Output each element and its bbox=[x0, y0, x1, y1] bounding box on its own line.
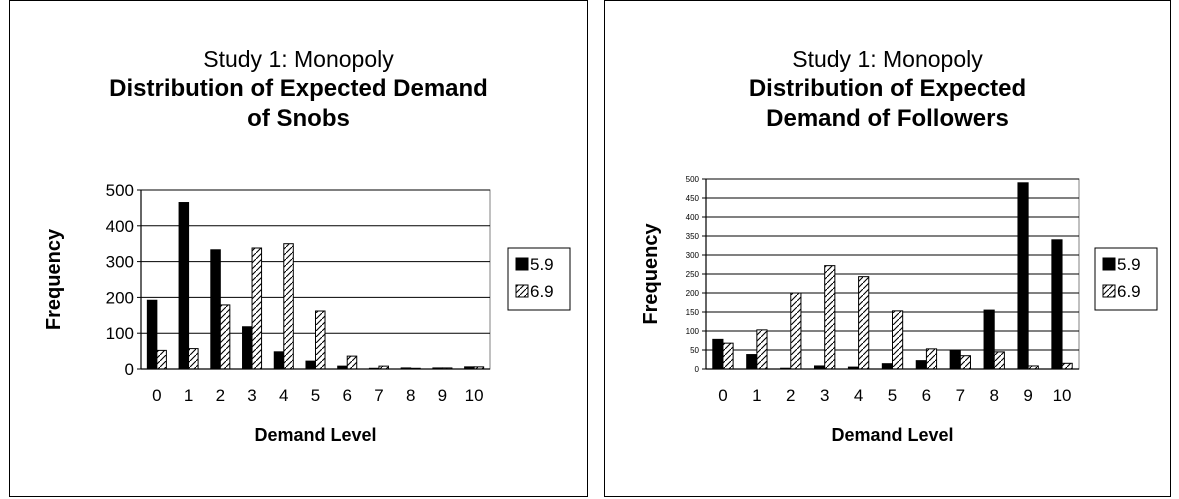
legend-label: 5.9 bbox=[530, 255, 554, 274]
legend-label: 5.9 bbox=[1117, 255, 1141, 274]
x-axis-label: Demand Level bbox=[254, 425, 376, 445]
x-tick-label: 6 bbox=[922, 386, 931, 405]
bar-series-2-cat-5 bbox=[315, 310, 326, 370]
chart-title-line1: Study 1: Monopoly bbox=[203, 46, 394, 72]
bar-series-2-cat-3 bbox=[824, 265, 836, 370]
y-tick-labels: 0 50 100 150 200 250 300 350 400 450 500 bbox=[686, 175, 706, 374]
y-tick-label: 300 bbox=[106, 253, 134, 272]
x-tick-label: 4 bbox=[854, 386, 863, 405]
x-tick-label: 7 bbox=[374, 386, 383, 405]
bar-series-1-cat-7 bbox=[949, 350, 961, 370]
y-tick-labels: 0 100 200 300 400 500 bbox=[106, 181, 141, 379]
bar-chart-followers: 0 50 100 150 200 250 300 350 400 450 500 0 1 2 3 4 5 6 7 8 9… bbox=[640, 175, 1158, 445]
chart-title-line2b: Demand of Followers bbox=[766, 104, 1009, 132]
x-tick-label: 8 bbox=[406, 386, 415, 405]
bar-series-2-cat-3 bbox=[251, 247, 263, 370]
y-tick-label: 500 bbox=[686, 175, 700, 184]
bar-series-2-cat-8 bbox=[993, 351, 1005, 370]
y-axis-label: Frequency bbox=[640, 223, 662, 325]
y-tick-label: 350 bbox=[686, 232, 700, 241]
x-tick-label: 4 bbox=[279, 386, 288, 405]
x-tick-label: 8 bbox=[989, 386, 998, 405]
x-tick-label: 9 bbox=[438, 386, 447, 405]
bar-series-2-cat-6 bbox=[925, 348, 938, 370]
x-tick-label: 0 bbox=[718, 386, 727, 405]
bar-series-1-cat-1 bbox=[746, 354, 758, 370]
y-tick-label: 0 bbox=[695, 365, 700, 374]
x-tick-label: 6 bbox=[342, 386, 351, 405]
x-tick-label: 9 bbox=[1023, 386, 1032, 405]
bar-series-1-cat-4 bbox=[273, 351, 285, 370]
chart-title: Study 1: Monopoly Distribution of Expect… bbox=[10, 45, 587, 134]
bar-series-2-cat-2 bbox=[219, 304, 231, 370]
x-axis-label: Demand Level bbox=[831, 425, 953, 445]
bar-series-2-cat-7 bbox=[959, 355, 971, 370]
bar-series-2-cat-1 bbox=[188, 348, 199, 370]
y-tick-label: 400 bbox=[686, 213, 700, 222]
chart-title-line2a: Distribution of Expected bbox=[748, 74, 1027, 102]
legend: 5.96.9 bbox=[507, 247, 571, 311]
x-tick-label: 2 bbox=[786, 386, 795, 405]
bar-series-1-cat-8 bbox=[983, 309, 995, 370]
chart-panel-followers: Study 1: Monopoly Distribution of Expect… bbox=[604, 0, 1171, 497]
legend-label: 6.9 bbox=[530, 282, 554, 301]
bars bbox=[146, 202, 485, 370]
x-tick-label: 7 bbox=[956, 386, 965, 405]
x-tick-label: 1 bbox=[184, 386, 193, 405]
bar-series-2-cat-6 bbox=[346, 355, 358, 370]
y-tick-label: 100 bbox=[686, 327, 700, 336]
y-tick-label: 100 bbox=[106, 324, 134, 343]
x-tick-label: 2 bbox=[216, 386, 225, 405]
bar-series-1-cat-9 bbox=[1017, 182, 1029, 370]
x-tick-label: 1 bbox=[752, 386, 761, 405]
x-tick-label: 3 bbox=[820, 386, 829, 405]
bar-series-2-cat-2 bbox=[790, 292, 802, 370]
bar-series-1-cat-6 bbox=[915, 360, 927, 370]
bar-series-2-cat-4 bbox=[858, 276, 870, 370]
legend-swatch bbox=[515, 284, 529, 298]
y-tick-label: 200 bbox=[106, 288, 134, 307]
y-tick-label: 0 bbox=[125, 360, 134, 379]
bar-series-1-cat-10 bbox=[1051, 239, 1063, 370]
bar-series-1-cat-1 bbox=[178, 202, 190, 370]
bar-chart-snobs: 0 100 200 300 400 500 0 1 2 3 4 5 6 7 8 9 10 Demand Level… bbox=[43, 181, 571, 445]
y-tick-label: 200 bbox=[686, 289, 700, 298]
bar-series-2-cat-4 bbox=[283, 243, 294, 370]
y-tick-label: 150 bbox=[686, 308, 700, 317]
legend-swatch bbox=[515, 257, 529, 271]
chart-title-line2b: of Snobs bbox=[247, 104, 350, 132]
y-axis-label: Frequency bbox=[43, 228, 65, 330]
y-tick-label: 500 bbox=[106, 181, 134, 200]
legend-swatch bbox=[1102, 257, 1116, 271]
bar-series-1-cat-0 bbox=[146, 299, 158, 370]
bar-series-1-cat-2 bbox=[210, 249, 221, 370]
legend-swatch bbox=[1102, 284, 1116, 298]
bar-series-2-cat-10 bbox=[1061, 362, 1073, 370]
x-tick-label: 5 bbox=[888, 386, 897, 405]
chart-panel-snobs: Study 1: Monopoly Distribution of Expect… bbox=[9, 0, 588, 497]
legend: 5.96.9 bbox=[1094, 247, 1158, 311]
bar-series-1-cat-3 bbox=[242, 326, 253, 370]
y-tick-label: 300 bbox=[686, 251, 700, 260]
x-tick-label: 5 bbox=[311, 386, 320, 405]
bar-series-1-cat-0 bbox=[712, 338, 724, 370]
chart-title-line2a: Distribution of Expected Demand bbox=[109, 74, 488, 102]
x-tick-label: 10 bbox=[465, 386, 484, 405]
bar-series-2-cat-5 bbox=[892, 310, 904, 370]
chart-title-line1: Study 1: Monopoly bbox=[792, 46, 983, 72]
legend-label: 6.9 bbox=[1117, 282, 1141, 301]
x-tick-label: 10 bbox=[1053, 386, 1072, 405]
bar-series-1-cat-5 bbox=[881, 363, 893, 370]
bar-series-2-cat-0 bbox=[156, 349, 167, 370]
bar-series-1-cat-5 bbox=[305, 360, 316, 370]
chart-title: Study 1: Monopoly Distribution of Expect… bbox=[605, 45, 1170, 134]
x-tick-label: 3 bbox=[247, 386, 256, 405]
bar-series-2-cat-1 bbox=[756, 329, 768, 370]
y-tick-label: 250 bbox=[686, 270, 700, 279]
bar-series-2-cat-0 bbox=[722, 342, 734, 370]
y-tick-label: 50 bbox=[690, 346, 699, 355]
y-tick-label: 450 bbox=[686, 194, 700, 203]
y-tick-label: 400 bbox=[106, 217, 134, 236]
x-tick-label: 0 bbox=[152, 386, 161, 405]
